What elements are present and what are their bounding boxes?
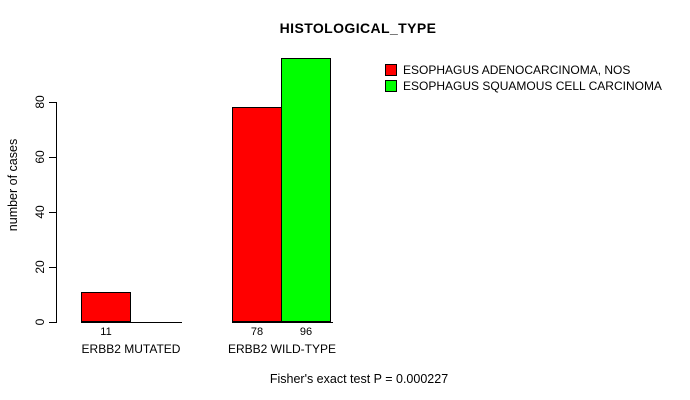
- bar-value-label: 78: [250, 326, 264, 338]
- bar-value-label: 96: [299, 326, 313, 338]
- legend-label: ESOPHAGUS SQUAMOUS CELL CARCINOMA: [403, 79, 662, 93]
- bar-value-label: 11: [100, 326, 112, 338]
- y-tick-mark: [49, 102, 56, 103]
- y-tick-mark: [49, 267, 56, 268]
- legend-swatch: [385, 64, 397, 76]
- legend: ESOPHAGUS ADENOCARCINOMA, NOS ESOPHAGUS S…: [385, 62, 662, 94]
- category-label: ERBB2 MUTATED: [81, 342, 181, 356]
- y-axis-line: [56, 102, 57, 323]
- y-tick-label: 80: [33, 95, 47, 109]
- annotation-text: Fisher's exact test P = 0.000227: [269, 372, 449, 386]
- y-axis-label: number of cases: [6, 138, 20, 232]
- y-tick-label: 20: [33, 260, 47, 274]
- y-tick-mark: [49, 157, 56, 158]
- legend-label: ESOPHAGUS ADENOCARCINOMA, NOS: [403, 63, 631, 77]
- y-tick-label: 60: [33, 150, 47, 164]
- y-tick-label: 0: [33, 318, 47, 326]
- legend-item: ESOPHAGUS SQUAMOUS CELL CARCINOMA: [385, 78, 662, 94]
- bar: [81, 292, 131, 322]
- bar: [281, 58, 331, 322]
- chart-title: HISTOLOGICAL_TYPE: [279, 20, 437, 36]
- legend-item: ESOPHAGUS ADENOCARCINOMA, NOS: [385, 62, 662, 78]
- group-baseline: [81, 322, 182, 323]
- y-tick-label: 40: [33, 205, 47, 219]
- y-tick-mark: [49, 212, 56, 213]
- y-tick-mark: [49, 322, 56, 323]
- bar: [232, 107, 282, 322]
- group-baseline: [232, 322, 333, 323]
- category-label: ERBB2 WILD-TYPE: [227, 342, 337, 356]
- legend-swatch: [385, 80, 397, 92]
